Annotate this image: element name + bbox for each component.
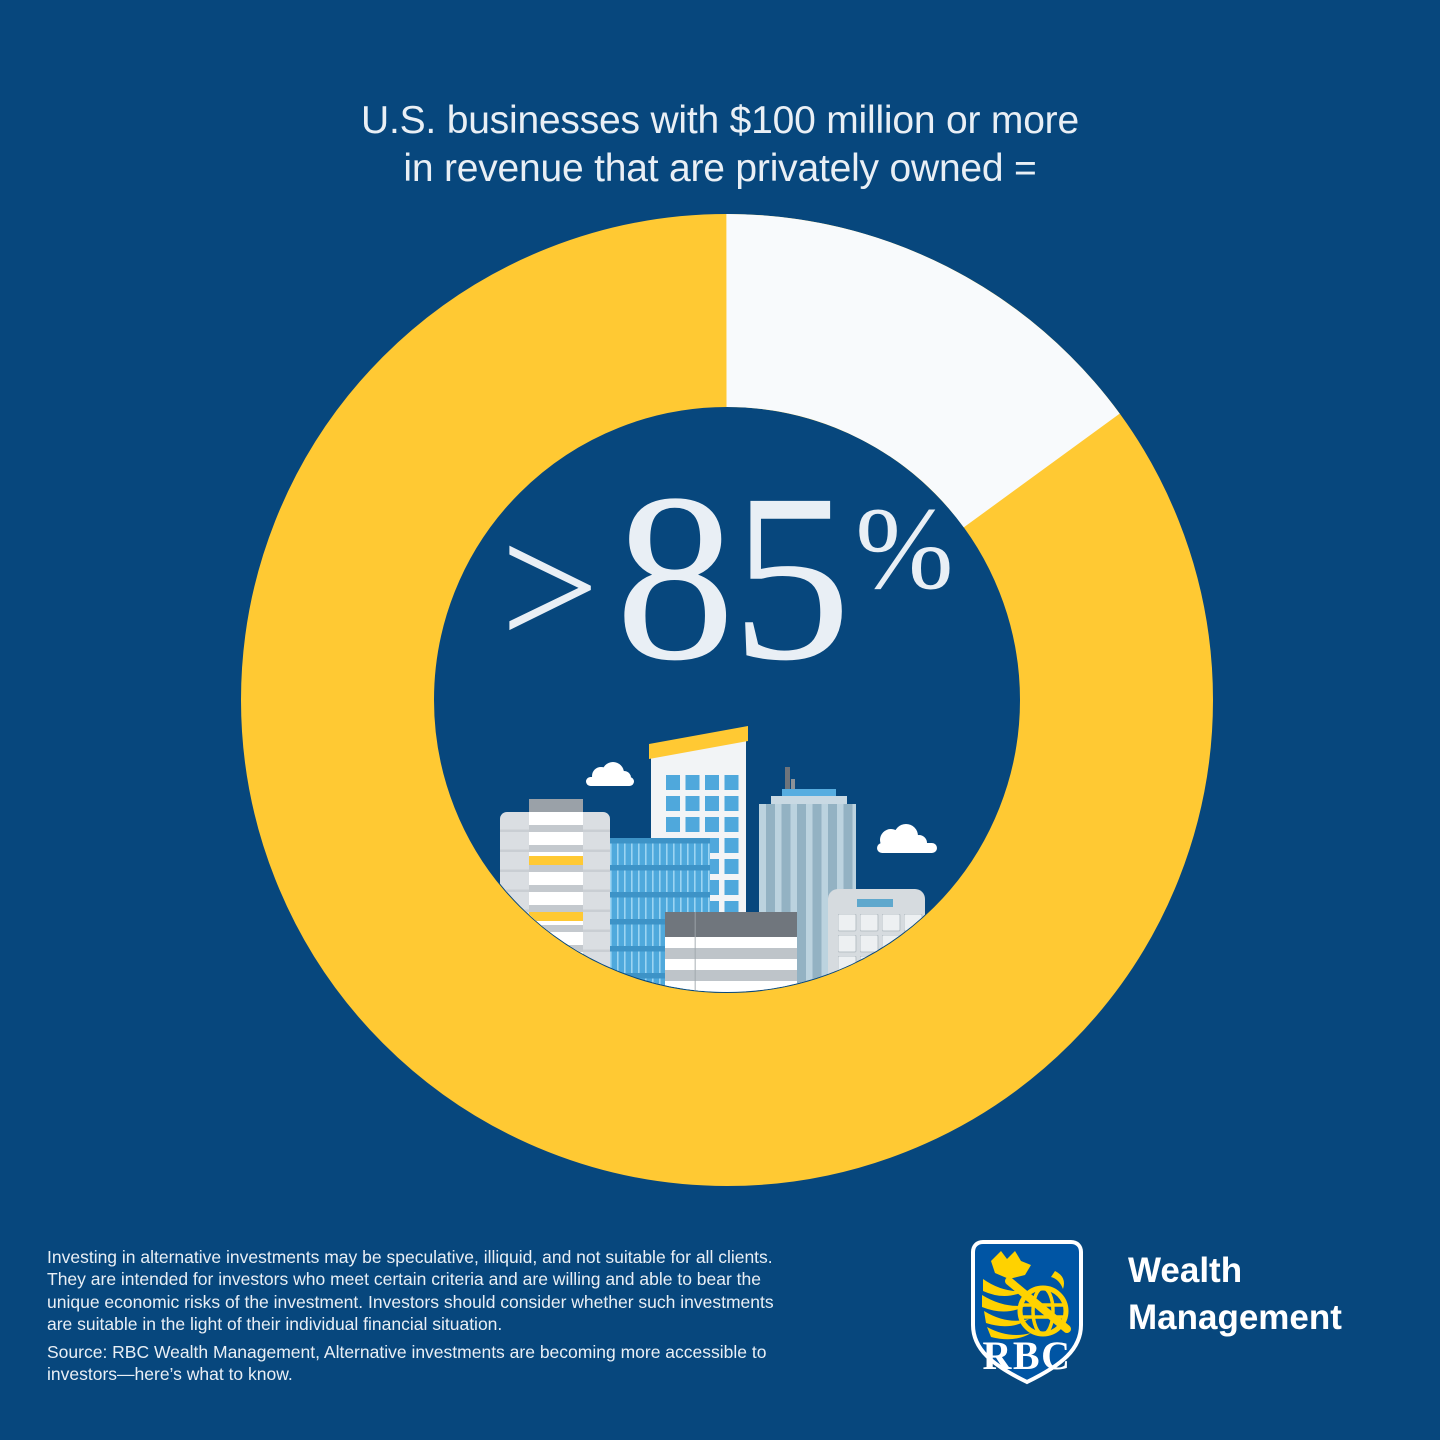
chart-title: U.S. businesses with $100 million or mor… [361, 99, 1079, 190]
lion-globe-icon [982, 1251, 1071, 1340]
brand-wordmark: Wealth Management [1128, 1251, 1342, 1337]
rbc-monogram: RBC [983, 1333, 1072, 1378]
disclaimer-text: Investing in alternative investments may… [47, 1247, 774, 1335]
source-text: Source: RBC Wealth Management, Alternati… [47, 1342, 767, 1385]
cloud-right-icon [877, 824, 937, 853]
rbc-logo: RBC [971, 1240, 1083, 1385]
building-gray-striped [665, 912, 797, 992]
donut-remainder-arc [241, 214, 1213, 1186]
cloud-left-icon [586, 762, 634, 786]
